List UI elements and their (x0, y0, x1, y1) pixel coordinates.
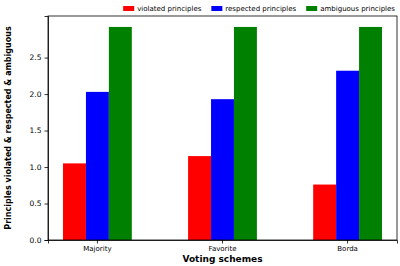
x-tick-label: Borda (337, 245, 358, 253)
y-tick-mark (45, 167, 49, 168)
x-tick-mark (347, 240, 348, 244)
y-tick-mark (45, 131, 49, 132)
legend-item: respected principles (211, 5, 296, 13)
chart: 0.0 0.5 1.0 1.5 2.0 2.5 Majority Favorite Borda V… (0, 0, 400, 266)
legend-label: ambiguous principles (320, 5, 395, 13)
x-tick: Majority (83, 240, 111, 253)
x-tick-label: Majority (83, 245, 111, 253)
legend-label: violated principles (137, 5, 202, 13)
legend-swatch (123, 6, 134, 11)
y-axis-title: Principles violated & respected & ambigu… (4, 26, 13, 230)
y-tick-mark (45, 58, 49, 59)
bar (336, 71, 359, 240)
y-axis-line (45, 17, 49, 241)
y-tick: 1.5 (30, 126, 48, 135)
x-axis-line (49, 241, 398, 244)
bar (63, 163, 86, 240)
y-tick-label: 2.0 (30, 90, 42, 99)
y-axis: 0.0 0.5 1.0 1.5 2.0 2.5 (30, 17, 49, 245)
legend: violated principles respected principles a… (123, 5, 395, 13)
legend-item: violated principles (123, 5, 202, 13)
plot-frame (48, 16, 397, 240)
y-tick-label: 0.5 (30, 199, 42, 208)
y-tick-label: 0.0 (30, 236, 42, 245)
bar (86, 92, 109, 240)
y-tick: 0.0 (30, 236, 48, 245)
bars (63, 27, 382, 240)
y-tick-label: 2.5 (30, 53, 42, 62)
x-axis-title: Voting schemes (182, 254, 262, 264)
y-tick-label: 1.5 (30, 126, 42, 135)
bar (109, 27, 132, 240)
x-tick-mark (97, 240, 98, 244)
bar (188, 156, 211, 240)
bar (211, 99, 234, 240)
legend-swatch (211, 6, 222, 11)
legend-item: ambiguous principles (306, 5, 395, 13)
x-axis: Majority Favorite Borda (49, 240, 398, 253)
y-tick-mark (45, 94, 49, 95)
plot-area: 0.0 0.5 1.0 1.5 2.0 2.5 Majority Favorite Borda (30, 16, 398, 253)
bar (234, 27, 257, 240)
y-tick: 1.0 (30, 163, 48, 172)
legend-label: respected principles (225, 5, 296, 13)
x-tick: Borda (337, 240, 358, 253)
y-tick: 2.0 (30, 90, 48, 99)
bar (313, 185, 336, 240)
x-tick-mark (222, 240, 223, 244)
x-tick-label: Favorite (209, 245, 237, 253)
bar (359, 27, 382, 240)
y-tick-label: 1.0 (30, 163, 42, 172)
legend-swatch (306, 6, 317, 11)
y-tick-mark (45, 204, 49, 205)
y-tick: 0.5 (30, 199, 48, 208)
y-tick-mark (45, 240, 49, 241)
x-tick: Favorite (209, 240, 237, 253)
y-tick: 2.5 (30, 53, 48, 62)
